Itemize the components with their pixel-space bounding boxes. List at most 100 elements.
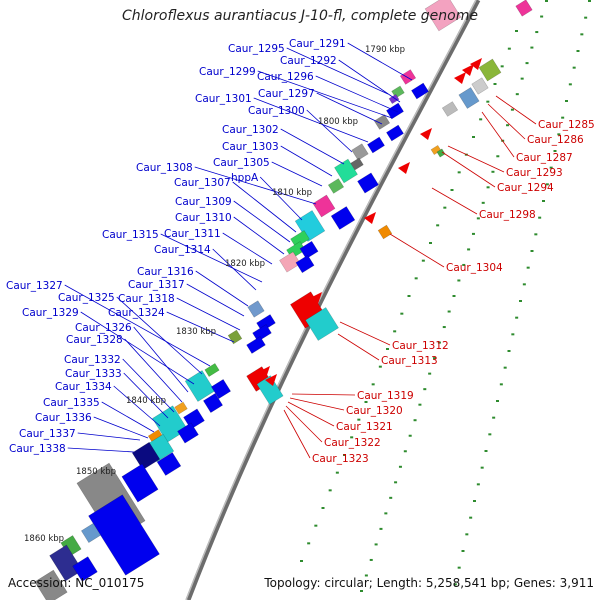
tick-dot: [515, 316, 519, 319]
accession-text: Accession: NC_010175: [8, 576, 145, 590]
tick-dot: [429, 242, 432, 244]
label-connector: [347, 42, 413, 81]
gene-label: Caur_1294: [497, 182, 554, 194]
label-connector: [306, 109, 353, 153]
tick-dot: [462, 263, 466, 266]
label-connector: [447, 145, 505, 173]
kbp-label: 1840 kbp: [126, 396, 166, 406]
label-connector: [116, 296, 203, 375]
tick-dot: [565, 100, 568, 102]
gene-label: Caur_1309: [175, 196, 232, 208]
label-connector: [339, 321, 391, 346]
label-connector: [315, 75, 399, 113]
gene-feature: [256, 375, 284, 405]
tick-dot: [473, 500, 476, 502]
label-connector: [77, 432, 141, 441]
gene-feature: [295, 254, 315, 274]
tick-dot: [467, 248, 471, 251]
tick-dot: [507, 47, 511, 50]
tick-dot: [493, 83, 497, 85]
gene-feature: [441, 101, 459, 117]
gene-label: Caur_1338: [9, 443, 66, 455]
gene-feature: [256, 314, 276, 332]
label-connector: [286, 47, 389, 95]
tick-dot: [335, 471, 339, 474]
tick-dot: [530, 250, 534, 252]
gene-feature: [121, 463, 159, 503]
gene-label: Caur_1329: [22, 307, 79, 319]
tick-dot: [403, 450, 407, 453]
tick-dot: [364, 401, 368, 403]
kbp-label: 1860 kbp: [24, 534, 64, 544]
gene-arrow: [420, 128, 432, 140]
tick-dot: [588, 0, 591, 2]
tick-dot: [525, 62, 529, 65]
gene-label: Caur_1308: [136, 162, 193, 174]
tick-dot: [461, 550, 465, 552]
tick-dot: [491, 170, 495, 173]
gene-feature: [334, 158, 358, 184]
gene-feature: [424, 0, 462, 32]
gene-label: Caur_1323: [312, 453, 369, 465]
tick-dot: [469, 516, 473, 519]
tick-dot: [452, 295, 456, 297]
gene-feature: [350, 157, 364, 171]
gene-feature: [471, 77, 489, 95]
gene-feature: [34, 569, 68, 604]
tick-dot: [519, 300, 522, 302]
gene-label: Caur_1312: [392, 340, 449, 352]
label-connector: [123, 372, 169, 419]
tick-dot: [472, 136, 475, 138]
label-connector: [222, 232, 273, 265]
label-connector: [495, 95, 537, 125]
label-connector: [233, 216, 285, 255]
label-connector: [93, 416, 149, 439]
gene-label: Caur_1292: [280, 55, 337, 67]
tick-dot: [476, 483, 480, 486]
tick-dot: [457, 171, 461, 174]
gene-label: Caur_1320: [346, 405, 403, 417]
tick-dot: [471, 232, 475, 235]
tick-dot: [488, 433, 492, 436]
genome-title: Chloroflexus aurantiacus J-10-fl, comple…: [122, 8, 478, 24]
gene-label: Caur_1291: [289, 38, 346, 50]
gene-label: Caur_1311: [164, 228, 221, 240]
tick-dot: [407, 295, 411, 297]
label-connector: [124, 338, 183, 403]
label-connector: [233, 200, 291, 243]
tick-dot: [343, 454, 346, 456]
label-connector: [186, 283, 245, 317]
gene-arrow: [364, 212, 376, 224]
label-connector: [194, 166, 317, 205]
kbp-label: 1830 kbp: [176, 327, 216, 337]
tick-dot: [511, 333, 515, 336]
tick-dot: [314, 524, 318, 527]
gene-feature: [299, 240, 319, 260]
gene-feature: [357, 172, 379, 194]
gene-arrow: [265, 374, 277, 386]
gene-label: Caur_1300: [248, 105, 305, 117]
gene-feature: [247, 300, 265, 318]
gene-feature: [184, 370, 216, 402]
label-connector: [487, 103, 526, 140]
tick-dot: [476, 217, 480, 220]
label-connector: [101, 401, 155, 433]
gene-feature: [49, 544, 83, 582]
tick-dot: [480, 466, 484, 469]
tick-dot: [522, 283, 526, 286]
gene-feature: [367, 136, 385, 154]
tick-dot: [576, 50, 580, 52]
gene-label: Caur_1324: [108, 307, 165, 319]
tick-dot: [561, 116, 565, 119]
gene-feature: [377, 224, 393, 240]
tick-dot: [486, 100, 490, 103]
tick-dot: [542, 200, 545, 202]
tick-dot: [457, 279, 461, 282]
tick-dot: [545, 0, 548, 2]
gene-feature: [81, 523, 101, 543]
gene-feature: [305, 307, 339, 341]
tick-dot: [357, 418, 361, 421]
tick-dot: [421, 259, 425, 262]
label-connector: [67, 447, 135, 453]
